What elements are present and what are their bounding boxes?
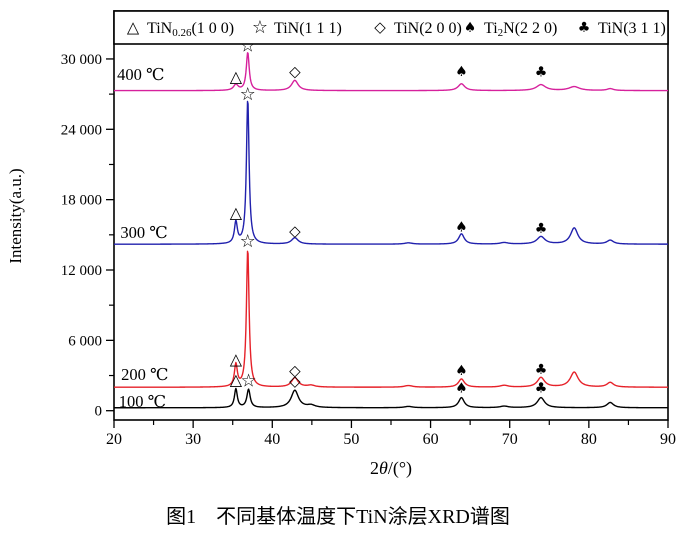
legend-marker-spade-icon: ♠ [464,20,477,36]
legend-label-subscript: 0.26 [172,27,192,39]
legend-label-text: TiN(3 1 1) [598,20,666,37]
y-tick-label: 0 [95,404,103,420]
peak-marker-star-open-icon: ☆ [240,231,256,252]
legend-label-text: N(2 2 0) [503,20,557,37]
figure-caption: 图1 不同基体温度下TiN涂层XRD谱图 [166,505,510,528]
figure-caption-number: 图1 [166,506,196,528]
peak-marker-spade-icon: ♠ [455,381,468,397]
xrd-curve-200c [114,250,668,388]
xrd-curve-300c [114,100,668,245]
y-tick-label: 6 000 [68,333,102,349]
legend-item-label: Ti2N(2 2 0) [484,20,557,39]
legend-item-label: TiN(1 1 1) [274,20,342,37]
peak-marker-spade-icon: ♠ [455,219,468,235]
x-axis-title: 2θ/(°) [370,458,412,479]
y-axis-title: Intensity(a.u.) [6,168,25,263]
legend-label-text: Ti [484,20,498,37]
x-tick-label: 70 [502,431,518,448]
legend-marker-diamond-open-icon: ◇ [374,18,386,36]
peak-marker-star-open-icon: ☆ [240,370,256,391]
y-tick-label: 30 000 [61,52,102,68]
x-tick-label: 50 [343,431,359,448]
legend-marker-triangle-open-icon: △ [127,17,140,36]
peak-marker-diamond-open-icon: ◇ [289,361,301,379]
xrd-curve-100c [114,387,668,409]
peak-marker-triangle-open-icon: △ [230,370,243,389]
y-tick-label: 18 000 [61,193,102,209]
peak-marker-triangle-open-icon: △ [230,67,243,86]
x-axis-title-theta: θ [379,458,388,478]
series-label: 400 ℃ [117,65,164,84]
peak-marker-club-icon: ♣ [535,362,548,378]
figure-caption-text: 不同基体温度下TiN涂层XRD谱图 [216,505,510,528]
peak-marker-triangle-open-icon: △ [230,350,243,369]
series-label: 100 ℃ [119,392,166,411]
x-tick-label: 90 [660,431,676,448]
legend-item-label: TiN(2 0 0) [394,20,462,37]
x-tick-label: 20 [106,431,122,448]
y-tick-label: 12 000 [61,263,102,279]
legend-box [113,10,669,45]
legend-label-text: TiN [147,20,173,37]
plot-frame [113,10,669,421]
peak-marker-spade-icon: ♠ [455,64,468,80]
y-tick-label: 24 000 [61,122,102,138]
x-axis-title-pre: 2 [370,458,379,478]
x-axis-title-post: /(°) [388,458,412,479]
peak-marker-diamond-open-icon: ◇ [289,222,301,240]
peak-marker-triangle-open-icon: △ [230,203,243,222]
legend-marker-club-icon: ♣ [578,20,591,36]
peak-marker-club-icon: ♣ [535,221,548,237]
x-tick-label: 60 [423,431,439,448]
peak-marker-club-icon: ♣ [535,65,548,81]
x-tick-label: 30 [185,431,201,448]
legend-item-label: TiN0.26(1 0 0) [147,20,234,39]
legend-label-text: (1 0 0) [191,20,234,37]
x-tick-label: 80 [581,431,597,448]
legend-label-text: TiN(2 0 0) [394,20,462,37]
peak-marker-diamond-open-icon: ◇ [289,62,301,80]
legend-marker-star-open-icon: ☆ [252,17,268,38]
peak-marker-club-icon: ♣ [535,381,548,397]
x-tick-label: 40 [264,431,280,448]
peak-marker-spade-icon: ♠ [455,363,468,379]
peak-marker-diamond-open-icon: ◇ [289,372,301,390]
peak-marker-star-open-icon: ☆ [240,84,256,105]
legend-label-text: TiN(1 1 1) [274,20,342,37]
series-label: 300 ℃ [120,223,167,242]
legend-item-label: TiN(3 1 1) [598,20,666,37]
xrd-curve-400c [114,52,668,92]
legend-label-subscript: 2 [498,27,504,39]
series-label: 200 ℃ [121,365,168,384]
